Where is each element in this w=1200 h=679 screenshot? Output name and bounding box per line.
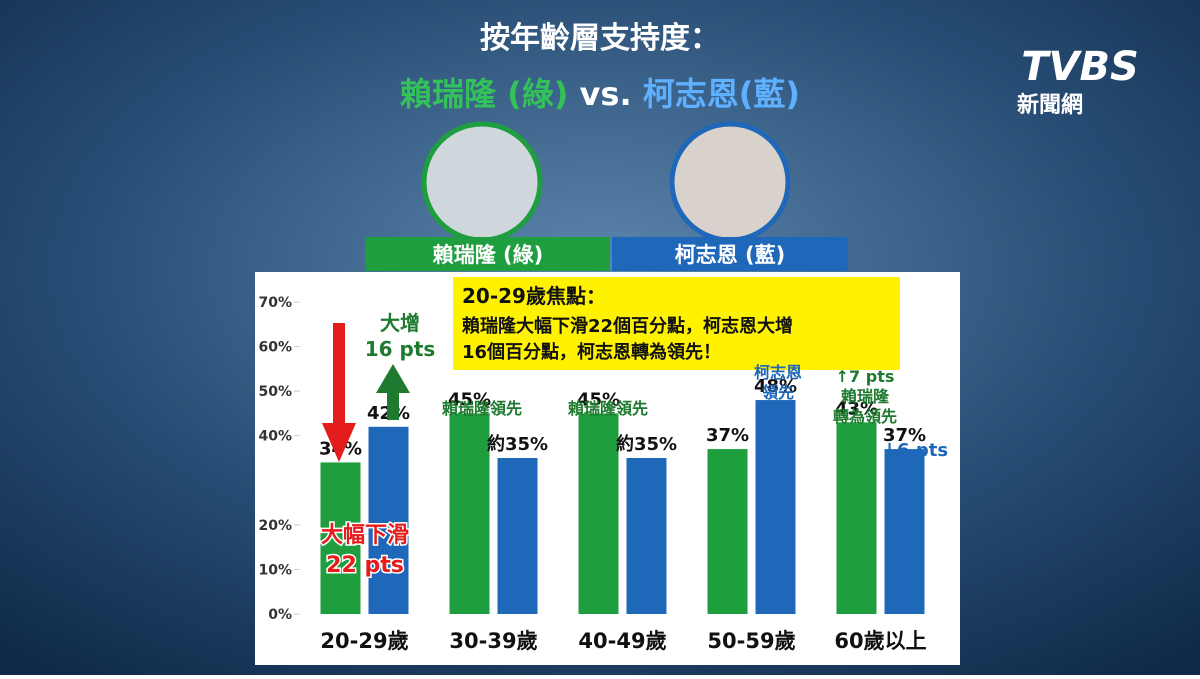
bar [320, 462, 361, 614]
annotation: 柯志恩 [754, 363, 802, 382]
value-label: 43% [835, 398, 878, 419]
y-tick-label: 20% [258, 518, 292, 534]
y-tick-label: 10% [258, 562, 292, 578]
title: 按年齡層支持度： [480, 21, 720, 56]
legend-blue [612, 237, 848, 271]
annotation: 大增 [380, 311, 420, 335]
title-blue: 柯志恩(藍) [643, 75, 800, 113]
y-tick-label: 40% [258, 429, 292, 445]
down-arrow-head [322, 423, 356, 462]
plot: 0%10%20%40%50%60%70%20-29歲34%42%30-39歲45… [258, 295, 926, 653]
bar [707, 449, 748, 614]
photo-blue [669, 121, 791, 243]
legend-green [365, 237, 610, 271]
legend-label: 賴瑞隆 (綠) [433, 243, 544, 267]
x-tick-label: 20-29歲 [320, 629, 408, 653]
y-tick-label: 70% [258, 295, 292, 311]
down-arrow [333, 323, 345, 423]
annotation: 16 pts [365, 337, 436, 361]
value-label: 37% [706, 425, 749, 446]
x-tick-label: 40-49歲 [578, 629, 666, 653]
annotation: 賴瑞隆領先 [568, 399, 648, 418]
callout-box [453, 277, 900, 370]
bar [836, 422, 877, 614]
annotation: 賴瑞隆 [841, 387, 890, 406]
x-tick-label: 30-39歲 [449, 629, 537, 653]
bar [449, 413, 490, 614]
annotation: 轉為領先 [833, 407, 897, 426]
photo-green [421, 121, 543, 243]
bar [368, 426, 409, 614]
y-tick-label: 50% [258, 384, 292, 400]
bar [755, 400, 796, 614]
callout-title: 20-29歲焦點： [462, 284, 606, 308]
up-arrow-head [376, 364, 410, 393]
y-tick-label: 60% [258, 340, 292, 356]
value-label: 48% [754, 376, 797, 397]
bar [578, 413, 619, 614]
annotation: 領先 [762, 383, 794, 402]
annotation: ↑7 pts [836, 367, 895, 386]
title-green: 賴瑞隆 (綠) [400, 75, 568, 113]
logo-sub: 新聞網 [1017, 92, 1083, 118]
value-label: 約35% [487, 433, 548, 455]
callout-text: 16個百分點，柯志恩轉為領先！ [462, 341, 721, 363]
x-tick-label: 50-59歲 [707, 629, 795, 653]
value-label: 45% [448, 389, 491, 410]
x-tick-label: 60歲以上 [834, 629, 926, 653]
callout-text: 賴瑞隆大幅下滑22個百分點，柯志恩大增 [462, 315, 793, 337]
bar [497, 458, 538, 614]
title-vs: vs. [580, 75, 632, 113]
y-tick-label: 0% [268, 607, 292, 623]
legend-label: 柯志恩 (藍) [675, 243, 786, 267]
logo: TVBS [1021, 44, 1139, 90]
up-arrow [387, 392, 399, 420]
subtitle: 賴瑞隆 (綠) vs. 柯志恩(藍) [400, 75, 800, 113]
annotation: 大幅下滑 [321, 523, 409, 548]
value-label: 45% [577, 389, 620, 410]
bar [884, 449, 925, 614]
value-label: 37% [883, 425, 926, 446]
value-label: 約35% [616, 433, 677, 455]
annotation: 賴瑞隆領先 [442, 399, 522, 418]
annotation: 22 pts [326, 553, 404, 578]
annotation: ↓6 pts [882, 440, 948, 461]
bar [626, 458, 667, 614]
